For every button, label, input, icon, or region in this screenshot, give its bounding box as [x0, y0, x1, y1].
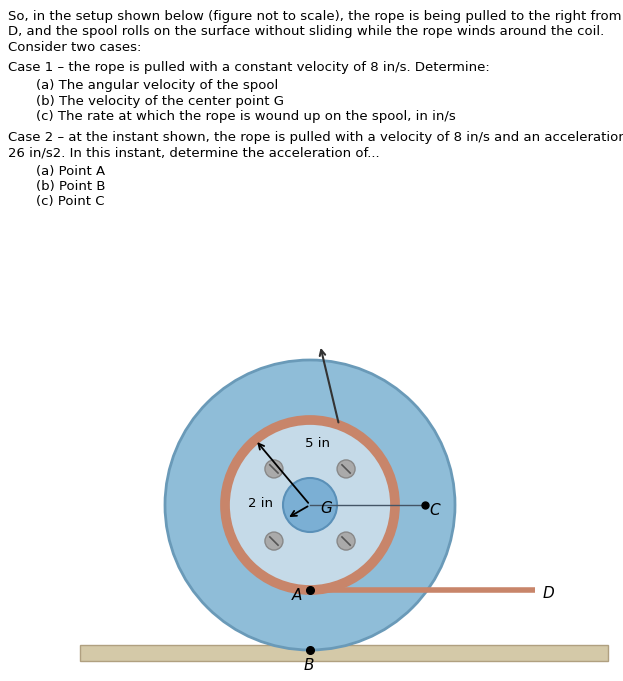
Text: Case 1 – the rope is pulled with a constant velocity of 8 in/s. Determine:: Case 1 – the rope is pulled with a const…: [8, 61, 490, 74]
Text: A: A: [292, 588, 302, 603]
Text: D: D: [543, 586, 554, 601]
Text: (a) Point A: (a) Point A: [36, 165, 105, 178]
Circle shape: [265, 460, 283, 478]
Text: D, and the spool rolls on the surface without sliding while the rope winds aroun: D, and the spool rolls on the surface wi…: [8, 25, 604, 39]
Text: Consider two cases:: Consider two cases:: [8, 41, 141, 54]
Text: 5 in: 5 in: [305, 437, 330, 450]
Text: (b) Point B: (b) Point B: [36, 180, 105, 193]
Text: So, in the setup shown below (figure not to scale), the rope is being pulled to : So, in the setup shown below (figure not…: [8, 10, 623, 23]
Text: 26 in/s2. In this instant, determine the acceleration of...: 26 in/s2. In this instant, determine the…: [8, 146, 379, 159]
Text: B: B: [304, 658, 315, 673]
Text: (c) Point C: (c) Point C: [36, 195, 105, 208]
Text: (a) The angular velocity of the spool: (a) The angular velocity of the spool: [36, 79, 278, 92]
Circle shape: [337, 460, 355, 478]
Text: G: G: [320, 501, 332, 516]
Circle shape: [283, 478, 337, 532]
Text: Case 2 – at the instant shown, the rope is pulled with a velocity of 8 in/s and : Case 2 – at the instant shown, the rope …: [8, 131, 623, 144]
Bar: [80, 645, 608, 661]
Text: C: C: [429, 503, 440, 518]
Circle shape: [225, 420, 395, 590]
Circle shape: [265, 532, 283, 550]
Circle shape: [337, 532, 355, 550]
Text: (c) The rate at which the rope is wound up on the spool, in in/s: (c) The rate at which the rope is wound …: [36, 110, 456, 123]
Text: 2 in: 2 in: [248, 497, 273, 510]
Circle shape: [165, 360, 455, 650]
Text: (b) The velocity of the center point G: (b) The velocity of the center point G: [36, 95, 284, 108]
